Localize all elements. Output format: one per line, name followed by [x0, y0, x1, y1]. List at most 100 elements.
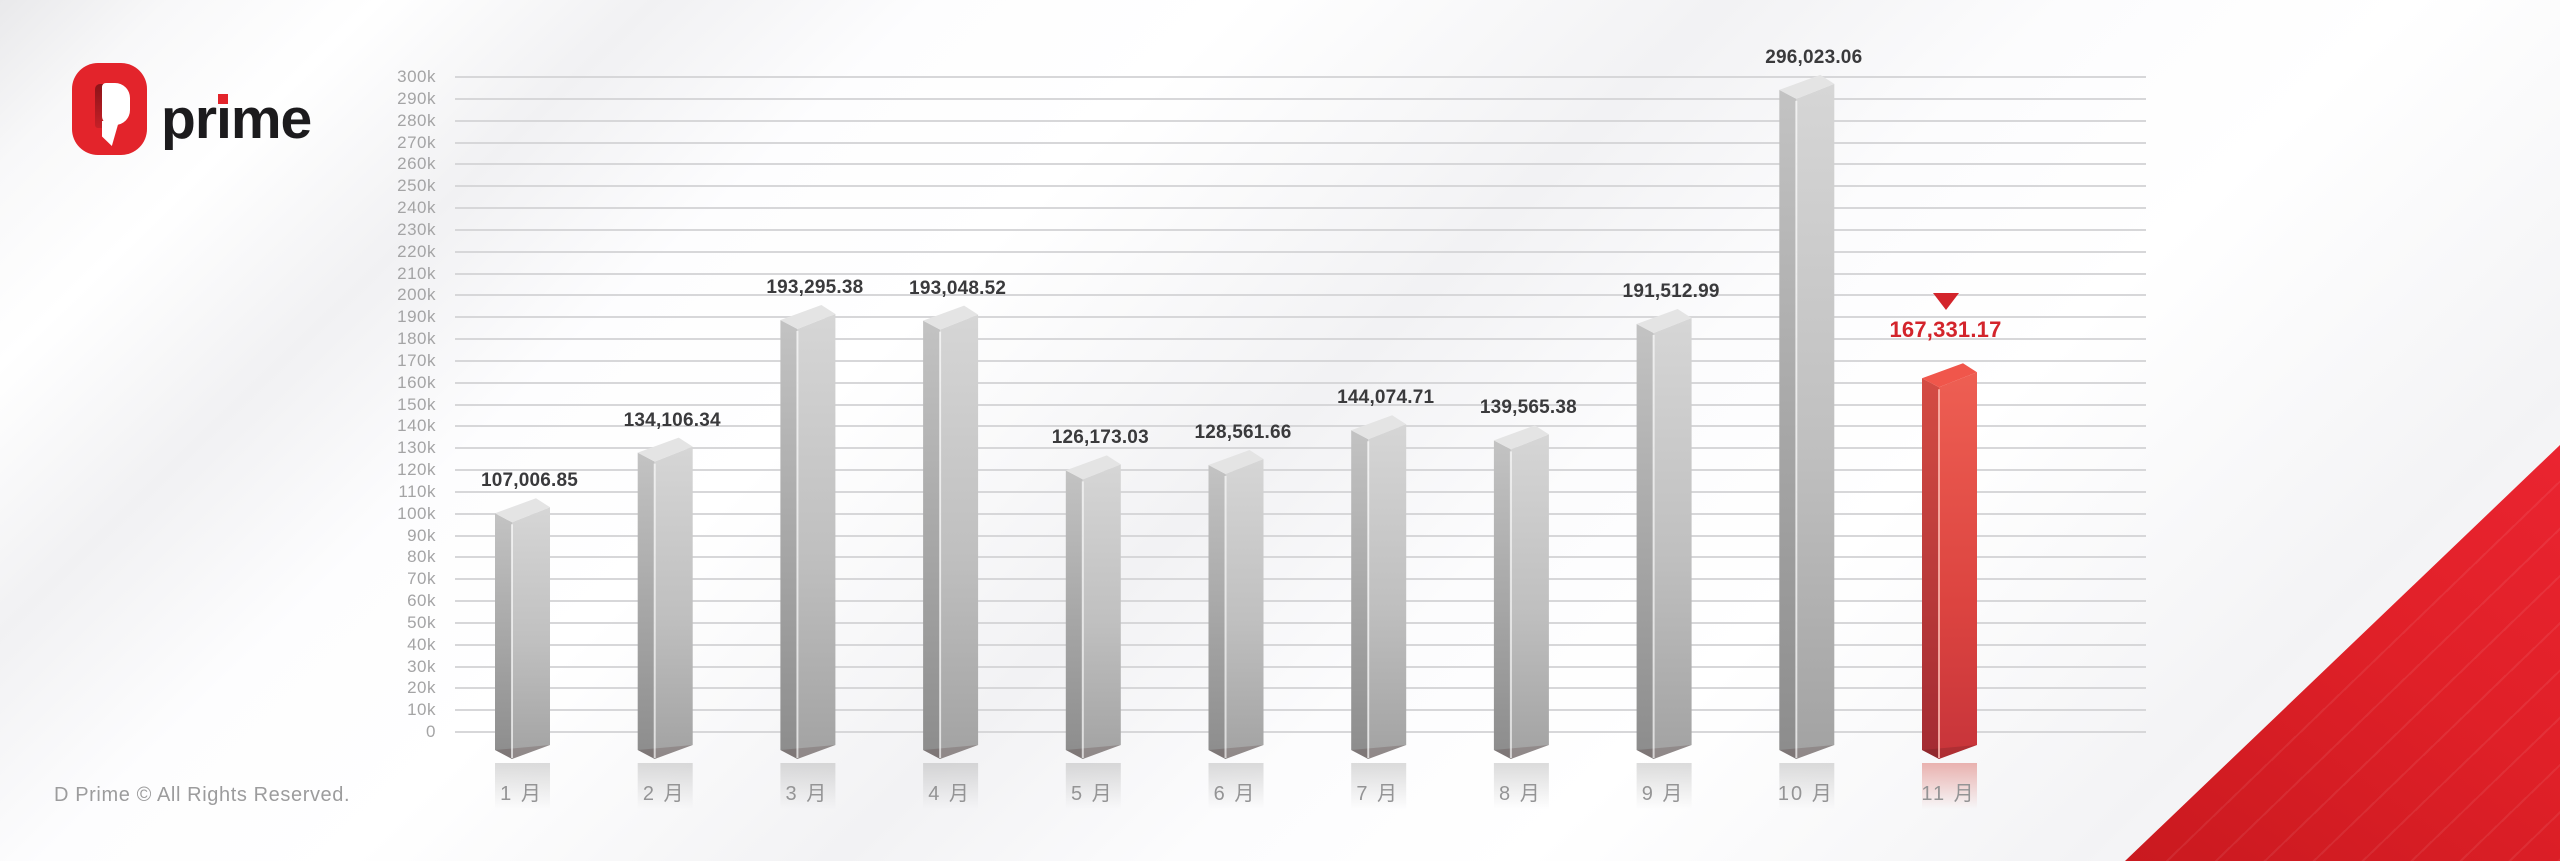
bar-value-label: 134,106.34: [623, 409, 721, 431]
gridline: [455, 228, 2146, 231]
gridline: [455, 316, 2146, 319]
wordmark-pr: pr: [161, 87, 217, 151]
bar-3: [780, 305, 836, 809]
y-axis-tick-label: 60k: [407, 591, 436, 610]
gridline: [455, 163, 2146, 166]
x-axis-label: 7 月: [1356, 783, 1400, 805]
bar-value-label: 144,074.71: [1337, 387, 1435, 409]
bar-6: [1208, 450, 1264, 809]
y-axis-tick-label: 290k: [397, 88, 436, 108]
copyright-text: D Prime © All Rights Reserved.: [54, 784, 351, 806]
y-axis-tick-label: 270k: [397, 132, 436, 152]
gridline: [455, 643, 2146, 646]
gridline: [455, 403, 2146, 406]
wordmark-i: ı: [216, 91, 232, 148]
gridline: [455, 534, 2146, 537]
y-axis-tick-label: 40k: [407, 634, 436, 654]
bar-value-label-highlight: 167,331.17: [1889, 317, 2002, 343]
y-axis-tick-label: 50k: [407, 612, 436, 632]
y-axis-tick-label: 30k: [407, 656, 436, 676]
bar-value-label: 128,561.66: [1194, 422, 1292, 443]
gridline: [455, 687, 2146, 690]
gridline: [455, 294, 2146, 297]
y-axis-tick-label: 280k: [397, 110, 436, 130]
footer-copyright: D Prime © All Rights Reserved.: [54, 784, 350, 807]
gridline: [455, 76, 2146, 78]
y-axis-tick-label: 300k: [397, 67, 436, 86]
gridline: [455, 556, 2146, 559]
x-axis-label: 6 月: [1213, 783, 1257, 805]
bar-7: [1351, 415, 1407, 809]
gridline: [455, 359, 2146, 362]
y-axis-tick-label: 90k: [407, 525, 436, 545]
x-axis-label: 8 月: [1499, 783, 1542, 805]
y-axis-tick-label: 190k: [397, 307, 436, 327]
bar-5: [1065, 455, 1121, 809]
y-axis-tick-label: 240k: [397, 198, 436, 217]
y-axis-tick-label: 230k: [397, 219, 436, 239]
y-axis-tick-label: 0: [426, 722, 436, 741]
bar-9: [1636, 309, 1692, 809]
gridline: [455, 600, 2146, 602]
brand-wordmark: pr ıme: [161, 91, 312, 148]
gridline: [455, 207, 2146, 209]
gridline: [455, 469, 2146, 471]
gridline: [455, 447, 2146, 450]
gridline: [455, 425, 2146, 428]
gridline: [455, 185, 2146, 188]
d-logo-tail: [102, 121, 119, 146]
wordmark-i-stem: ı: [216, 87, 232, 151]
gridline: [455, 709, 2146, 712]
bar-10: [1779, 74, 1835, 809]
y-axis-tick-label: 140k: [397, 416, 436, 436]
y-axis-tick-label: 170k: [397, 350, 436, 370]
y-axis-tick-label: 150k: [397, 394, 436, 414]
x-axis-label: 3 月: [785, 783, 829, 805]
x-axis-label: 1 月: [500, 783, 543, 805]
x-axis-label: 10 月: [1777, 783, 1834, 805]
gridline: [455, 490, 2146, 493]
y-axis-tick-label: 110k: [398, 481, 436, 501]
x-axis-label: 2 月: [642, 783, 686, 805]
gridline: [455, 141, 2146, 144]
i-dot-accent-icon: [218, 94, 228, 104]
gridline: [455, 381, 2146, 384]
bar-4: [923, 305, 979, 809]
bar-11-highlight: [1922, 363, 1977, 809]
brand-d-logo-icon: [72, 63, 147, 155]
gridline: [455, 272, 2146, 275]
gridline: [455, 512, 2146, 515]
bar-1: [495, 498, 550, 809]
y-axis-tick-label: 130k: [397, 438, 436, 458]
y-axis-tick-label: 260k: [397, 154, 436, 174]
x-axis-label: 9 月: [1641, 783, 1685, 805]
brand-logo: pr ıme: [72, 63, 312, 155]
bar-value-label: 139,565.38: [1479, 397, 1577, 419]
gridline: [455, 578, 2146, 581]
x-axis-label: 4 月: [928, 783, 971, 805]
y-axis-tick-label: 100k: [397, 503, 436, 523]
y-axis-tick-label: 200k: [397, 285, 436, 305]
y-axis-tick-label: 70k: [407, 569, 436, 589]
gridline: [455, 338, 2146, 340]
x-axis-label: 11 月: [1921, 783, 1976, 805]
bar-8: [1493, 425, 1549, 809]
y-axis-tick-label: 210k: [397, 263, 436, 283]
gridline: [455, 665, 2146, 668]
y-axis-tick-label: 220k: [397, 241, 436, 261]
y-axis-tick-label: 120k: [397, 460, 436, 479]
bar-value-label: 193,295.38: [766, 277, 864, 298]
y-axis-tick-label: 10k: [407, 700, 436, 720]
y-axis-tick-label: 250k: [397, 176, 436, 196]
bar-2: [637, 437, 693, 809]
wordmark-me: me: [230, 87, 312, 151]
gridline: [455, 621, 2146, 624]
y-axis-tick-label: 80k: [407, 547, 436, 567]
d-logo-fold-shade: [95, 84, 104, 128]
bar-value-label: 193,048.52: [909, 277, 1007, 299]
bar-value-label: 191,512.99: [1622, 281, 1720, 302]
bar-value-label: 107,006.85: [480, 470, 579, 492]
